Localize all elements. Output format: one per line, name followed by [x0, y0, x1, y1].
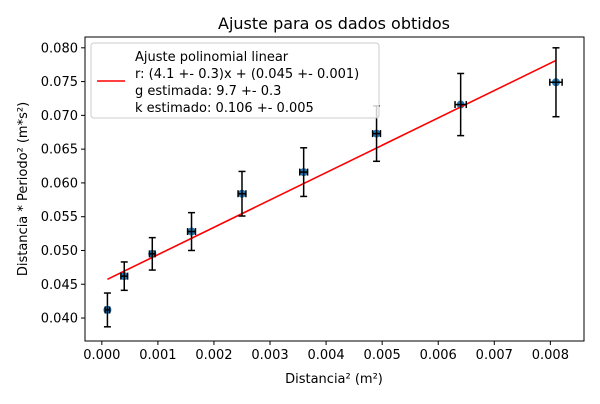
y-tick-label: 0.060 [41, 176, 78, 191]
x-tick-label: 0.003 [251, 348, 288, 363]
y-tick-label: 0.080 [41, 41, 78, 56]
y-axis-label: Distancia * Periodo² (m*s²) [16, 102, 31, 276]
x-axis-label: Distancia² (m²) [285, 372, 383, 387]
y-tick-label: 0.055 [41, 210, 78, 225]
x-axis: 0.000 0.001 0.002 0.003 0.004 0.005 0.006 0.007… [83, 341, 569, 363]
error-bar [237, 170, 247, 217]
error-bar [103, 292, 111, 328]
chart-title: Ajuste para os dados obtidos [218, 14, 450, 33]
legend-entry-equation: r: (4.1 +- 0.3)x + (0.045 +- 0.001) [135, 67, 359, 82]
x-tick-label: 0.006 [420, 348, 457, 363]
legend-entry-k: k estimado: 0.106 +- 0.005 [135, 101, 314, 116]
x-tick-label: 0.001 [139, 348, 176, 363]
error-bar [298, 147, 309, 198]
x-tick-label: 0.005 [364, 348, 401, 363]
legend-box [90, 42, 380, 119]
x-tick-label: 0.002 [195, 348, 232, 363]
error-bar [148, 236, 156, 271]
error-bar [186, 211, 197, 252]
error-bar [120, 261, 129, 292]
y-tick-label: 0.040 [41, 312, 78, 327]
plot-layer [103, 47, 563, 328]
x-tick-label: 0.008 [532, 348, 569, 363]
y-tick-label: 0.075 [41, 75, 78, 90]
y-tick-label: 0.065 [41, 143, 78, 158]
error-bar [549, 47, 563, 118]
x-tick-label: 0.007 [476, 348, 513, 363]
legend-entry-g: g estimada: 9.7 +- 0.3 [135, 84, 281, 99]
y-tick-label: 0.050 [41, 244, 78, 259]
legend: Ajuste polinomial linear r: (4.1 +- 0.3)… [90, 42, 380, 119]
y-axis: 0.040 0.045 0.050 0.055 0.060 0.065 0.070 0.075… [41, 41, 85, 327]
y-tick-label: 0.045 [41, 278, 78, 293]
plot-frame [84, 36, 585, 342]
y-tick-label: 0.070 [41, 109, 78, 124]
x-tick-label: 0.000 [83, 348, 120, 363]
x-tick-label: 0.004 [307, 348, 344, 363]
fit-line [107, 59, 557, 281]
legend-entry-fit: Ajuste polinomial linear [135, 50, 289, 65]
error-bar [454, 72, 468, 137]
